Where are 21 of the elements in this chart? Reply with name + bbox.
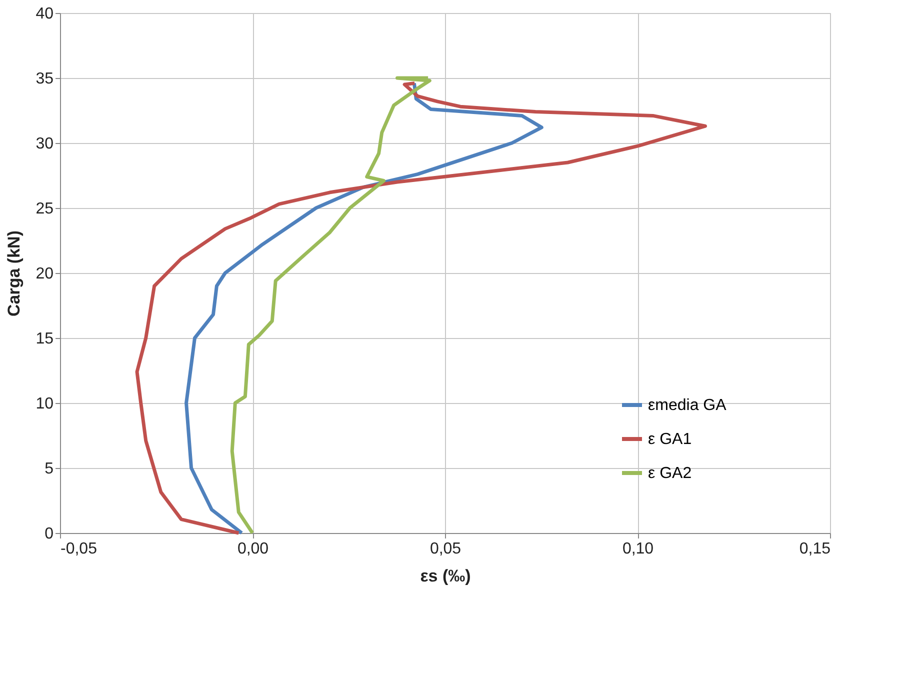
x-tick-label: 0,10 xyxy=(622,540,654,558)
x-tick-label: 0,15 xyxy=(799,540,831,558)
y-tick-label: 0 xyxy=(44,526,54,542)
x-tick-label: 0,05 xyxy=(430,540,462,558)
x-axis-title: εs (‰) xyxy=(420,566,471,586)
x-tick-label: 0,00 xyxy=(237,540,269,558)
y-tick-label: 5 xyxy=(44,460,54,478)
y-tick-label: 10 xyxy=(36,396,54,412)
y-axis-title: Carga (kN) xyxy=(4,230,24,316)
legend-label: ε GA2 xyxy=(648,465,692,482)
legend-label: ε GA1 xyxy=(648,431,692,448)
y-tick-label: 15 xyxy=(36,330,54,348)
y-tick-label: 40 xyxy=(36,6,54,22)
y-tick-label: 30 xyxy=(36,136,54,152)
y-tick-label: 25 xyxy=(36,200,54,218)
x-tick-label: -0,05 xyxy=(60,540,98,558)
line-series xyxy=(184,81,544,535)
line-series xyxy=(230,76,432,535)
y-tick-label: 35 xyxy=(36,70,54,88)
legend-label: εmedia GA xyxy=(648,397,727,414)
y-tick-label: 20 xyxy=(36,266,54,282)
